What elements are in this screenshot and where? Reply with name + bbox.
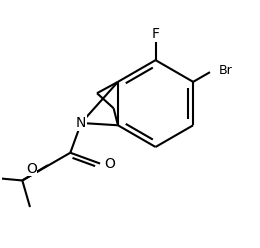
Text: F: F xyxy=(152,27,160,41)
Text: N: N xyxy=(76,116,86,130)
Text: Br: Br xyxy=(219,64,232,77)
Text: O: O xyxy=(104,156,115,171)
Text: O: O xyxy=(26,162,37,176)
